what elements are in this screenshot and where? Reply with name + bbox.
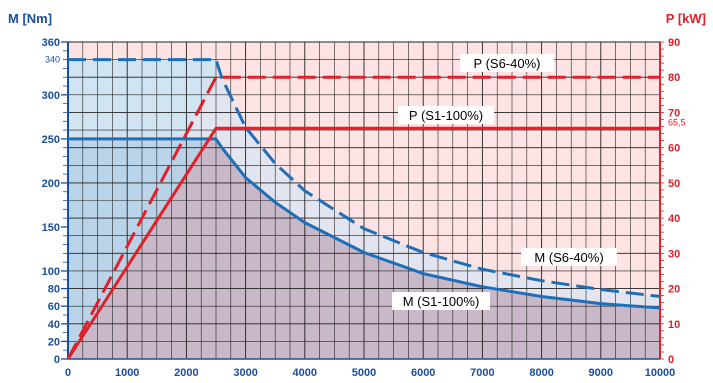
label-m-s6-text: M (S6-40%): [534, 250, 603, 265]
right-tick-label: 50: [668, 178, 680, 190]
left-tick-label: 360: [42, 37, 60, 49]
series-line-p-s1: [66, 126, 660, 360]
left-tick-label: 250: [42, 134, 60, 146]
right-tick-label: 10: [668, 319, 680, 331]
grid: [63, 41, 664, 360]
label-p-s1: P (S1-100%): [398, 106, 494, 124]
series-line-m-s1: [68, 137, 661, 310]
right-tick-label: 0: [668, 354, 674, 366]
x-tick-label: 7000: [470, 367, 494, 379]
left-axis-title: M [Nm]: [8, 11, 52, 26]
x-tick-label: 9000: [589, 367, 613, 379]
left-tick-label: 300: [42, 90, 60, 102]
label-p-s1-text: P (S1-100%): [409, 108, 483, 123]
x-tick-label: 10000: [645, 367, 676, 379]
label-m-s1: M (S1-100%): [392, 292, 490, 310]
series-line-m-s6: [68, 58, 661, 298]
right-extra-tick-label: 65,5: [668, 117, 686, 127]
right-tick-label: 40: [668, 213, 680, 225]
x-tick-label: 2000: [174, 367, 198, 379]
label-m-s6: M (S6-40%): [521, 248, 617, 266]
right-tick-label: 60: [668, 143, 680, 155]
right-axis-title: P [kW]: [666, 11, 706, 26]
left-tick-label: 40: [48, 319, 60, 331]
left-tick-label: 60: [48, 301, 60, 313]
x-tick-label: 3000: [233, 367, 257, 379]
left-tick-label: 20: [48, 336, 60, 348]
series-lines: [66, 58, 661, 360]
x-tick-label: 4000: [293, 367, 317, 379]
x-tick-label: 8000: [529, 367, 553, 379]
left-tick-label: 0: [54, 354, 60, 366]
left-tick-label: 80: [48, 284, 60, 296]
x-tick-label: 6000: [411, 367, 435, 379]
left-tick-label: 150: [42, 222, 60, 234]
label-p-s6: P (S6-40%): [460, 54, 554, 72]
right-tick-label: 80: [668, 72, 680, 84]
left-tick-label: 200: [42, 178, 60, 190]
x-tick-label: 0: [65, 367, 71, 379]
x-tick-label: 5000: [352, 367, 376, 379]
label-p-s6-text: P (S6-40%): [474, 56, 541, 71]
label-m-s1-text: M (S1-100%): [403, 294, 480, 309]
right-tick-label: 90: [668, 37, 680, 49]
right-tick-label: 20: [668, 284, 680, 296]
tick-labels: 0 1000 2000 3000 4000 5000 6000 7000 8000 9000 100…: [42, 37, 686, 379]
x-tick-label: 1000: [115, 367, 139, 379]
right-tick-label: 30: [668, 248, 680, 260]
left-tick-label: 100: [42, 266, 60, 278]
right-tick-label: 70: [668, 107, 680, 119]
left-extra-tick-label: 340: [45, 55, 60, 65]
series-line-p-s6: [66, 75, 660, 360]
